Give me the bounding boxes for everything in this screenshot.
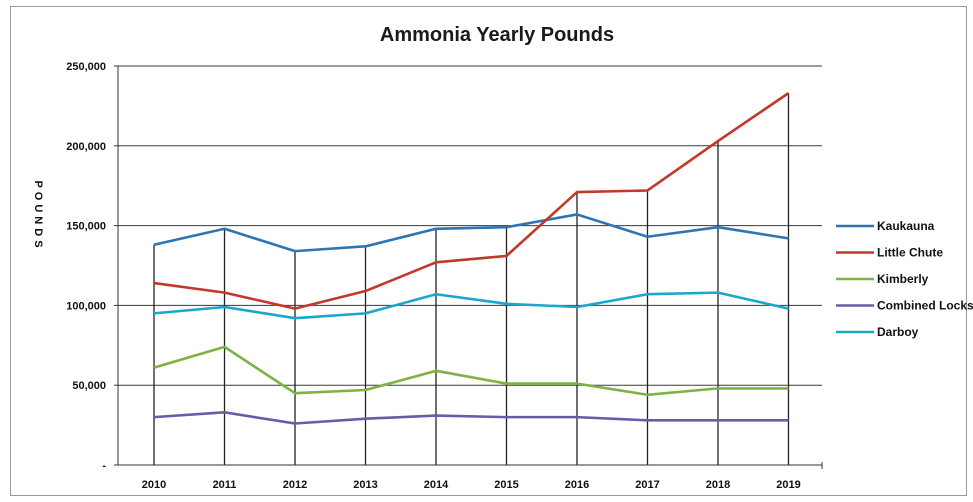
chart-frame [10, 6, 967, 496]
legend-label: Little Chute [877, 246, 943, 260]
y-tick-labels: - 50,000 100,000 150,000 200,000 250,000 [66, 61, 106, 472]
series-line-combined-locks [153, 411, 789, 425]
x-tick-label: 2018 [706, 479, 730, 491]
series-lines [153, 92, 790, 425]
x-tick-label: 2017 [635, 479, 659, 491]
series-line-kimberly [153, 345, 789, 397]
x-tick-label: 2010 [142, 479, 166, 491]
y-axis-label: POUNDS [32, 180, 44, 251]
series-line-kaukauna [153, 213, 789, 253]
axes [114, 65, 823, 469]
legend-label: Kaukauna [877, 219, 935, 233]
x-tick-label: 2016 [565, 479, 589, 491]
x-tick-label: 2014 [424, 479, 449, 491]
y-tick-label: 250,000 [66, 61, 106, 73]
chart-title: Ammonia Yearly Pounds [380, 24, 614, 46]
y-tick-label: 100,000 [66, 300, 106, 312]
legend-label: Combined Locks [877, 299, 973, 313]
y-tick-label: 150,000 [66, 221, 106, 233]
legend-label: Kimberly [877, 272, 929, 286]
y-tick-label: 50,000 [72, 380, 106, 392]
legend: Kaukauna Little Chute Kimberly Combined Loc… [836, 219, 973, 339]
x-tick-label: 2012 [283, 479, 307, 491]
x-tick-label: 2013 [353, 479, 377, 491]
y-tick-label: - [102, 460, 106, 472]
gridlines [118, 65, 822, 465]
series-line-darboy [153, 291, 789, 320]
x-tick-label: 2011 [213, 479, 237, 491]
x-tick-label: 2015 [494, 479, 518, 491]
series-line-little-chute [153, 92, 790, 310]
x-tick-labels: 2010 2011 2012 2013 2014 2015 2016 2017 2018 2019 [142, 479, 801, 491]
x-tick-label: 2019 [776, 479, 800, 491]
y-tick-label: 200,000 [66, 141, 106, 153]
legend-label: Darboy [877, 325, 919, 339]
